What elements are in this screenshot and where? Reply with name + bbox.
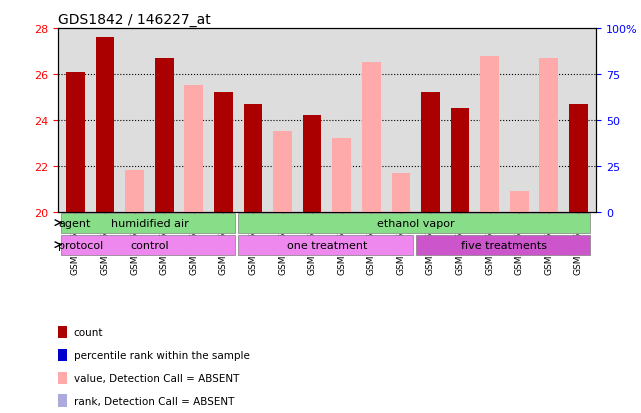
Text: protocol: protocol [58, 240, 104, 250]
Text: value, Detection Call = ABSENT: value, Detection Call = ABSENT [74, 373, 239, 383]
Bar [451, 212, 469, 413]
Bar [244, 104, 262, 212]
Bar [185, 212, 203, 413]
Bar [303, 116, 321, 212]
Text: ethanol vapor: ethanol vapor [377, 218, 454, 228]
Bar [421, 93, 440, 212]
Bar [125, 171, 144, 212]
Bar [125, 212, 144, 413]
Text: rank, Detection Call = ABSENT: rank, Detection Call = ABSENT [74, 396, 234, 406]
Bar [480, 57, 499, 212]
Bar [392, 212, 410, 413]
FancyBboxPatch shape [238, 213, 590, 233]
Text: five treatments: five treatments [462, 240, 547, 250]
Text: humidified air: humidified air [110, 218, 188, 228]
Bar [96, 38, 114, 212]
Bar [214, 93, 233, 212]
Bar [569, 104, 588, 212]
Bar [510, 212, 529, 413]
Bar [540, 212, 558, 413]
Bar [480, 212, 499, 413]
Text: percentile rank within the sample: percentile rank within the sample [74, 350, 249, 360]
Bar [273, 132, 292, 212]
FancyBboxPatch shape [238, 235, 413, 255]
Bar [569, 212, 588, 413]
Bar [96, 212, 114, 413]
Bar [333, 212, 351, 413]
Bar [66, 72, 85, 212]
Bar [333, 139, 351, 212]
Bar [66, 212, 85, 413]
Bar [155, 212, 174, 413]
Bar [185, 86, 203, 212]
Bar [155, 59, 174, 212]
Bar [273, 212, 292, 413]
Text: one treatment: one treatment [287, 240, 367, 250]
Bar [303, 212, 321, 413]
Bar [451, 109, 469, 212]
Bar [392, 173, 410, 212]
Bar [510, 192, 529, 212]
FancyBboxPatch shape [415, 235, 590, 255]
Text: control: control [130, 240, 169, 250]
Text: agent: agent [58, 218, 90, 228]
Text: GDS1842 / 146227_at: GDS1842 / 146227_at [58, 12, 210, 26]
Bar [244, 212, 262, 413]
Bar [362, 63, 381, 212]
FancyBboxPatch shape [61, 213, 235, 233]
Bar [362, 212, 381, 413]
Bar [214, 212, 233, 413]
Text: count: count [74, 328, 103, 337]
Bar [540, 59, 558, 212]
Bar [421, 212, 440, 413]
FancyBboxPatch shape [61, 235, 235, 255]
